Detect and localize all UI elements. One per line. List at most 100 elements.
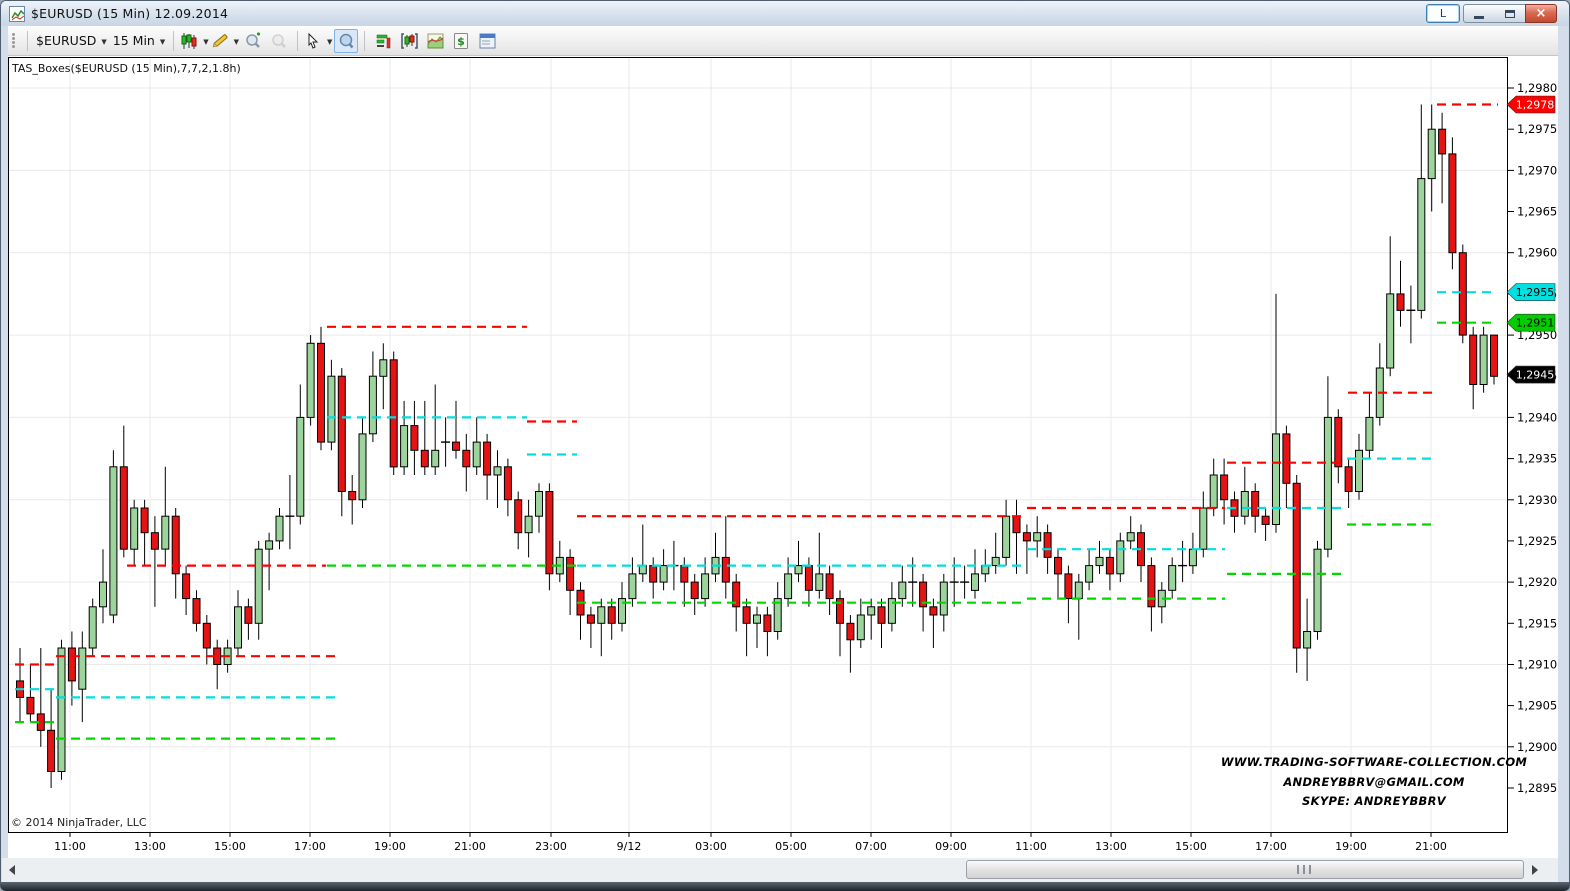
chart-panel: 1,29801,29751,29701,29651,29601,29551,29… xyxy=(8,56,1558,862)
svg-text:17:00: 17:00 xyxy=(294,840,326,853)
data-grid-icon xyxy=(479,33,496,48)
zoom-window-button[interactable] xyxy=(334,28,359,53)
svg-text:1,2910: 1,2910 xyxy=(1517,658,1557,672)
watermark: WWW.TRADING-SOFTWARE-COLLECTION.COM ANDR… xyxy=(1164,753,1570,812)
chart-app-icon xyxy=(9,5,25,22)
svg-text:13:00: 13:00 xyxy=(134,840,166,853)
price-tags: 1,2978 1,2955 1,2951 1,2945 xyxy=(1506,95,1556,384)
zoom-window-icon xyxy=(340,33,354,48)
svg-text:11:00: 11:00 xyxy=(54,840,86,853)
svg-text:1,2925: 1,2925 xyxy=(1517,534,1557,548)
scroll-right-button[interactable] xyxy=(1528,861,1542,879)
svg-text:11:00: 11:00 xyxy=(1015,840,1047,853)
zoom-out-icon xyxy=(272,33,286,48)
svg-text:07:00: 07:00 xyxy=(855,840,887,853)
plot-border xyxy=(8,57,1508,833)
svg-text:1,2900: 1,2900 xyxy=(1517,740,1557,754)
zoom-out-button[interactable] xyxy=(267,29,291,53)
instrument-selector[interactable]: $EURUSD ▼ xyxy=(36,33,107,48)
watermark-line: SKYPE: ANDREYBBRV xyxy=(1302,794,1446,808)
svg-text:1,2955: 1,2955 xyxy=(1516,286,1555,299)
minimize-button[interactable] xyxy=(1463,4,1495,23)
region-chart-button[interactable] xyxy=(423,29,447,53)
chart-style-button[interactable]: ▼ xyxy=(180,29,209,53)
watermark-line: ANDREYBBRV@GMAIL.COM xyxy=(1283,774,1465,789)
zoom-in-icon xyxy=(245,32,260,48)
market-depth-button[interactable] xyxy=(371,29,395,53)
svg-text:23:00: 23:00 xyxy=(535,840,567,853)
pointer-cursor-icon xyxy=(308,32,319,49)
chart-style-candles-icon xyxy=(181,32,197,49)
svg-text:1,2960: 1,2960 xyxy=(1517,246,1557,260)
toolbar-grip[interactable] xyxy=(12,32,16,49)
horizontal-depth-icon xyxy=(376,34,391,48)
chart-window-button[interactable] xyxy=(397,29,421,53)
account-dollar-icon: $ xyxy=(454,32,469,49)
candlestick-series xyxy=(16,104,1498,788)
chart-window-icon xyxy=(401,32,418,49)
svg-text:1,2980: 1,2980 xyxy=(1517,81,1557,95)
chart-canvas[interactable]: 1,29801,29751,29701,29651,29601,29551,29… xyxy=(8,56,1558,862)
data-grid-button[interactable] xyxy=(475,29,499,53)
watermark-line: WWW.TRADING-SOFTWARE-COLLECTION.COM xyxy=(1220,755,1528,769)
arrow-left-icon xyxy=(9,865,15,875)
svg-text:1,2950: 1,2950 xyxy=(1517,328,1557,342)
window-title: $EURUSD (15 Min) 12.09.2014 xyxy=(31,6,229,21)
svg-text:1,2945: 1,2945 xyxy=(1516,369,1555,382)
svg-text:15:00: 15:00 xyxy=(214,840,246,853)
scrollbar-grip-icon xyxy=(1297,865,1311,874)
svg-text:05:00: 05:00 xyxy=(775,840,807,853)
restore-button[interactable] xyxy=(1494,4,1526,23)
svg-text:1,2975: 1,2975 xyxy=(1517,122,1557,136)
time-axis[interactable]: 11:00 13:00 15:00 17:00 19:00 21:00 23:00 9/12 0… xyxy=(54,832,1447,853)
cursor-tool-button[interactable]: ▼ xyxy=(304,29,332,53)
svg-text:1,2930: 1,2930 xyxy=(1517,493,1557,507)
svg-text:21:00: 21:00 xyxy=(1415,840,1447,853)
zoom-in-button[interactable] xyxy=(241,29,265,53)
region-chart-icon xyxy=(427,33,444,48)
svg-text:1,2895: 1,2895 xyxy=(1517,781,1557,795)
svg-text:9/12: 9/12 xyxy=(617,840,642,853)
link-button[interactable]: L xyxy=(1426,4,1460,23)
svg-text:19:00: 19:00 xyxy=(374,840,406,853)
close-button[interactable]: × xyxy=(1525,4,1557,23)
gridlines xyxy=(8,58,1508,832)
chevron-down-icon: ▼ xyxy=(101,37,107,46)
minimize-icon xyxy=(1474,16,1484,19)
horizontal-scrollbar[interactable] xyxy=(2,858,1558,882)
restore-icon xyxy=(1504,9,1515,18)
svg-text:1,2940: 1,2940 xyxy=(1517,410,1557,424)
tas-boxes-levels xyxy=(15,103,1498,740)
svg-text:1,2935: 1,2935 xyxy=(1517,452,1557,466)
drawing-tools-button[interactable]: ▼ xyxy=(211,29,239,53)
svg-text:09:00: 09:00 xyxy=(935,840,967,853)
svg-text:1,2965: 1,2965 xyxy=(1517,205,1557,219)
arrow-right-icon xyxy=(1532,865,1538,875)
chevron-down-icon: ▼ xyxy=(203,37,209,46)
scroll-left-button[interactable] xyxy=(5,861,19,879)
copyright-label: © 2014 NinjaTrader, LLC xyxy=(11,816,147,829)
svg-text:1,2905: 1,2905 xyxy=(1517,699,1557,713)
chevron-down-icon: ▼ xyxy=(233,37,240,46)
account-data-button[interactable]: $ xyxy=(449,29,473,53)
svg-text:1,2920: 1,2920 xyxy=(1517,575,1557,589)
drawing-pencil-icon xyxy=(212,33,228,47)
price-axis[interactable]: 1,29801,29751,29701,29651,29601,29551,29… xyxy=(1508,81,1557,795)
title-bar[interactable]: $EURUSD (15 Min) 12.09.2014 L × xyxy=(1,1,1569,26)
interval-selector[interactable]: 15 Min ▼ xyxy=(112,33,166,48)
chevron-down-icon: ▼ xyxy=(159,37,166,46)
svg-text:21:00: 21:00 xyxy=(454,840,486,853)
svg-text:$: $ xyxy=(458,35,466,48)
chevron-down-icon: ▼ xyxy=(327,37,333,46)
window-frame-bottom xyxy=(0,882,1570,891)
svg-text:03:00: 03:00 xyxy=(695,840,727,853)
scrollbar-thumb[interactable] xyxy=(966,860,1524,879)
svg-text:1,2951: 1,2951 xyxy=(1516,317,1555,330)
svg-text:1,2915: 1,2915 xyxy=(1517,616,1557,630)
indicator-label: TAS_Boxes($EURUSD (15 Min),7,7,2,1.8h) xyxy=(12,62,241,75)
svg-text:1,2978: 1,2978 xyxy=(1516,99,1555,112)
toolbar: $EURUSD ▼ 15 Min ▼ ▼ ▼ xyxy=(8,26,1558,56)
svg-text:17:00: 17:00 xyxy=(1255,840,1287,853)
svg-text:13:00: 13:00 xyxy=(1095,840,1127,853)
